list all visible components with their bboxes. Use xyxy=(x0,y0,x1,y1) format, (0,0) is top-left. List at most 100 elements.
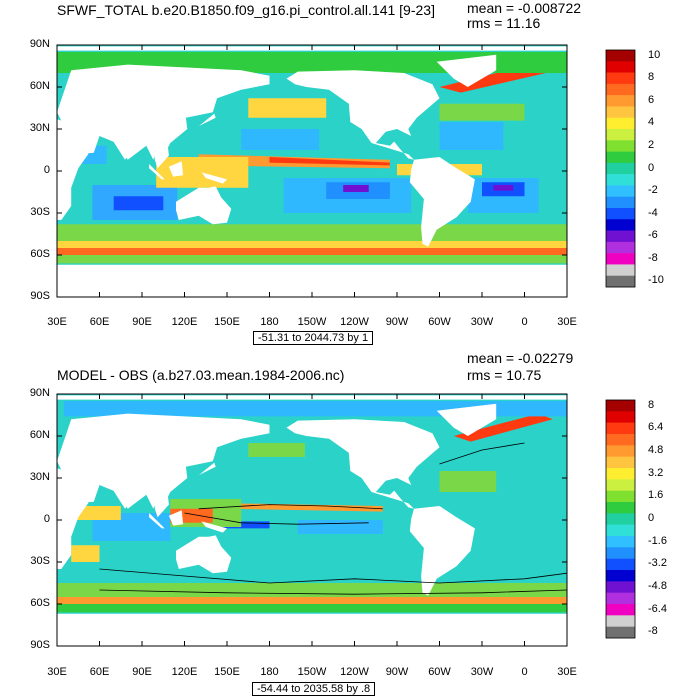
contour-line xyxy=(99,568,567,584)
field-patch xyxy=(439,103,525,121)
lon-tick-label: 30E xyxy=(557,666,577,678)
lon-tick-label: 90E xyxy=(132,666,152,678)
plot-title: SFWF_TOTAL b.e20.B1850.f09_g16.pi_contro… xyxy=(57,2,435,18)
colorbar-label: 2 xyxy=(648,138,655,151)
land-antarctica xyxy=(57,264,567,297)
colorbar-frame xyxy=(605,399,636,639)
map-plot xyxy=(56,393,636,647)
land-newguinea xyxy=(201,172,227,184)
colorbar-swatch xyxy=(606,230,635,243)
colorbar-label: -8 xyxy=(648,251,658,264)
land-australia xyxy=(176,535,232,574)
colorbar-label: 4 xyxy=(648,116,655,129)
colorbar-swatch xyxy=(606,117,635,130)
range-note: -54.44 to 2035.58 by .8 xyxy=(252,682,376,696)
lon-tick-label: 150E xyxy=(214,666,240,678)
field-patch xyxy=(57,248,567,255)
map-plot xyxy=(56,44,636,298)
land-japan xyxy=(198,113,216,127)
land-south-america xyxy=(409,157,475,247)
colorbar-swatch xyxy=(606,241,635,254)
land-borneo xyxy=(168,161,184,177)
range-note: -51.31 to 2044.73 by 1 xyxy=(253,331,374,345)
field-patch xyxy=(57,597,567,604)
land-indochina xyxy=(153,492,169,518)
colorbar-label: -6 xyxy=(648,229,658,242)
colorbar-swatch xyxy=(606,581,635,593)
colorbar-swatch xyxy=(606,570,635,582)
field-patch xyxy=(241,129,320,150)
colorbar-swatch xyxy=(606,490,635,503)
colorbar-swatch xyxy=(606,253,635,265)
colorbar-swatch xyxy=(606,208,635,220)
lat-tick-label: 30N xyxy=(29,122,50,134)
lat-tick-label: 90S xyxy=(30,290,50,302)
rms-value: rms = 11.16 xyxy=(467,15,541,31)
colorbar-swatch xyxy=(606,411,635,423)
lat-tick-label: 60S xyxy=(30,248,50,260)
colorbar-swatch xyxy=(606,264,635,277)
colorbar-label: -10 xyxy=(648,274,664,287)
field-patch xyxy=(439,122,504,150)
field-patch xyxy=(343,185,369,192)
colorbar-swatch xyxy=(606,50,635,62)
colorbar-label: 0 xyxy=(648,512,655,524)
colorbar-swatch xyxy=(606,140,635,152)
field-patch xyxy=(57,255,567,264)
land-arabia xyxy=(65,126,100,155)
lon-tick-label: 150W xyxy=(297,316,327,328)
lat-tick-label: 60N xyxy=(29,429,50,441)
land-north-america xyxy=(286,419,440,509)
colorbar-swatch xyxy=(606,72,635,85)
colorbar-swatch xyxy=(606,468,635,480)
lat-tick-label: 30S xyxy=(30,555,50,567)
colorbar-label: 4.8 xyxy=(648,444,664,456)
mean-value: mean = -0.02279 xyxy=(467,350,574,366)
colorbar-swatch xyxy=(606,524,635,537)
colorbar-label: 8 xyxy=(648,71,655,84)
colorbar-swatch xyxy=(606,558,635,571)
colorbar-label: -1.6 xyxy=(648,534,667,547)
colorbar-swatch xyxy=(606,445,635,457)
colorbar-swatch xyxy=(606,422,635,435)
land-eurasia xyxy=(57,64,270,160)
colorbar-swatch xyxy=(606,400,635,412)
field-patch xyxy=(57,583,567,597)
lon-tick-label: 90W xyxy=(385,666,409,678)
land-south-america xyxy=(409,506,475,596)
colorbar-swatch xyxy=(606,592,635,605)
lon-tick-label: 120W xyxy=(340,316,369,328)
field-patch xyxy=(227,503,383,512)
field-patch xyxy=(248,98,327,118)
panel-model-minus-obs: MODEL - OBS (a.b27.03.mean.1984-2006.nc)… xyxy=(0,350,700,700)
colorbar-label: -3.2 xyxy=(648,557,667,570)
lon-tick-label: 180 xyxy=(260,316,279,328)
colorbar-swatch xyxy=(606,162,635,175)
lon-tick-label: 30W xyxy=(470,666,494,678)
colorbar-label: 10 xyxy=(648,48,661,61)
colorbar-label: -8 xyxy=(648,625,658,638)
colorbar-swatch xyxy=(606,106,635,119)
rms-value: rms = 10.75 xyxy=(467,367,542,383)
lat-tick-label: 0 xyxy=(43,513,50,525)
contour-line xyxy=(198,504,383,510)
field-patch xyxy=(113,196,164,211)
lat-tick-label: 0 xyxy=(43,164,50,176)
lon-tick-label: 30E xyxy=(47,316,67,328)
colorbar-swatch xyxy=(606,196,635,209)
colorbar-swatch xyxy=(606,275,635,288)
land-india xyxy=(110,137,141,160)
land-sumatra xyxy=(149,164,165,180)
lon-tick-label: 90W xyxy=(385,316,409,328)
land-borneo xyxy=(168,510,184,526)
colorbar-label: 8 xyxy=(648,398,655,411)
lon-tick-label: 60W xyxy=(428,666,451,678)
field-patch xyxy=(453,413,553,442)
lat-tick-label: 30S xyxy=(30,206,50,218)
contour-line xyxy=(184,512,369,525)
colorbar-swatch xyxy=(606,185,635,198)
land-eurasia xyxy=(57,413,270,509)
lon-tick-label: 30E xyxy=(47,666,67,678)
colorbar-swatch xyxy=(606,536,635,548)
land-arabia xyxy=(65,475,100,504)
